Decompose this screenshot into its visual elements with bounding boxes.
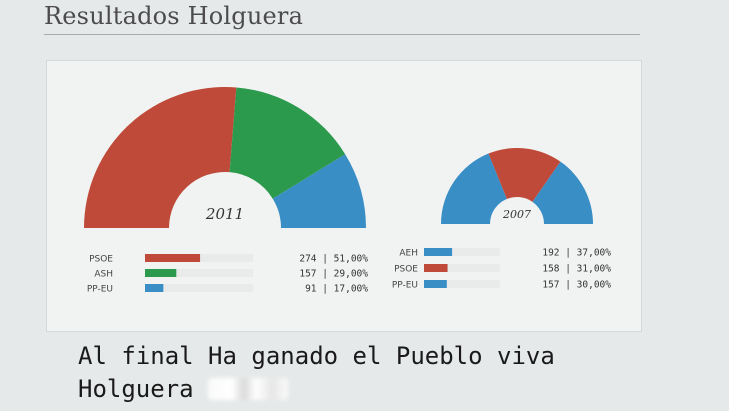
segment-psoe [84, 87, 237, 228]
legend-bar-pp-eu [145, 284, 164, 292]
legend-value-ash: 157 | 29,00% [299, 269, 368, 280]
segment-psoe [488, 148, 561, 202]
legend-label-ash: ASH [94, 270, 113, 280]
page-title: Resultados Holguera [44, 2, 304, 30]
legend-value-psoe: 274 | 51,00% [299, 254, 368, 265]
legend-label-psoe: PSOE [89, 255, 113, 265]
caption-line-2: Holguera [78, 375, 194, 403]
segment-aeh [441, 153, 507, 224]
legend-label-aeh: AEH [399, 249, 418, 259]
segment-ash [229, 87, 346, 199]
legend-track-pp-eu [145, 284, 253, 292]
year-label: 2011 [205, 205, 244, 223]
legend-label-pp-eu: PP-EU [392, 281, 418, 291]
blurred-sticker-image [208, 378, 289, 400]
legend-track-ash [145, 269, 253, 277]
legend-bar-pp-eu [424, 280, 447, 288]
caption: Al final Ha ganado el Pueblo viva Holgue… [78, 340, 718, 406]
title-divider [44, 34, 640, 35]
legend-bar-psoe [145, 254, 201, 262]
year-label: 2007 [502, 208, 531, 221]
legend-value-psoe: 158 | 31,00% [542, 264, 611, 275]
legend-value-pp-eu: 157 | 30,00% [542, 280, 611, 291]
caption-line-1: Al final Ha ganado el Pueblo viva [78, 342, 555, 370]
legend-bar-psoe [424, 264, 448, 272]
chart-2011: 2011 PSOE 274 | 51,00% ASH 157 | 29,00% PP-EU… [84, 87, 368, 295]
chart-2007: 2007 AEH 192 | 37,00% PSOE 158 | 31,00% PP-EU… [392, 148, 611, 291]
legend-value-aeh: 192 | 37,00% [542, 248, 611, 259]
legend-track-psoe [424, 264, 500, 272]
legend-bar-ash [145, 269, 177, 277]
segment-pp-eu [532, 161, 593, 224]
legend-bar-aeh [424, 248, 453, 256]
legend-value-pp-eu: 91 | 17,00% [305, 284, 368, 295]
legend-track-pp-eu [424, 280, 500, 288]
segment-pp-eu [272, 154, 366, 228]
legend-track-aeh [424, 248, 500, 256]
legend-label-psoe: PSOE [394, 265, 418, 275]
legend-label-pp-eu: PP-EU [87, 285, 113, 295]
